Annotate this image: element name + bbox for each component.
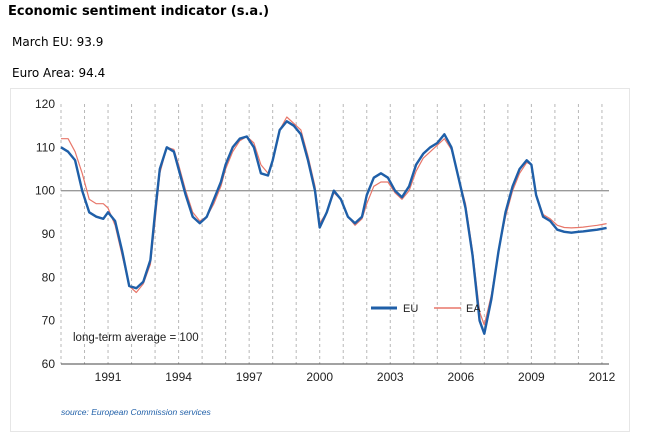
x-tick-label-1991: 1991: [95, 370, 122, 384]
x-tick-label-2012: 2012: [589, 370, 616, 384]
ea-value-line: Euro Area: 94.4: [12, 66, 106, 80]
x-axis: 1991 1994 1997 2000 2003 2006 2009 2012: [61, 363, 616, 384]
long-term-average-annotation: long-term average = 100: [73, 332, 199, 344]
source-note: source: European Commission services: [61, 407, 212, 417]
y-tick-label-60: 60: [42, 357, 56, 371]
y-tick-label-100: 100: [35, 184, 55, 198]
x-tick-label-2000: 2000: [306, 370, 333, 384]
eu-value-line: March EU: 93.9: [12, 35, 104, 49]
sentiment-line-chart: 60 70 80 90 100 110 120 1991 1994 1997 2000 2003 20…: [35, 97, 616, 417]
legend: EU EA: [371, 303, 481, 315]
chart-panel: 60 70 80 90 100 110 120 1991 1994 1997 2000 2003 20…: [10, 88, 630, 432]
series-line-ea: [61, 116, 607, 326]
x-tick-label-2003: 2003: [377, 370, 404, 384]
y-tick-label-80: 80: [42, 270, 56, 284]
x-tick-label-2006: 2006: [447, 370, 474, 384]
grid-layer: [60, 104, 609, 364]
y-axis: 60 70 80 90 100 110 120: [35, 97, 55, 371]
y-tick-label-90: 90: [42, 227, 56, 241]
y-tick-label-120: 120: [35, 97, 55, 111]
x-tick-label-2009: 2009: [518, 370, 545, 384]
chart-title: Economic sentiment indicator (s.a.): [8, 4, 270, 19]
y-tick-label-110: 110: [36, 140, 55, 154]
x-tick-label-1994: 1994: [165, 370, 192, 384]
legend-ea-label: EA: [466, 303, 481, 315]
x-tick-label-1997: 1997: [236, 370, 263, 384]
series-line-eu: [60, 120, 607, 335]
y-tick-label-70: 70: [42, 314, 56, 328]
series-layer: [60, 116, 607, 335]
legend-eu-label: EU: [403, 303, 418, 315]
